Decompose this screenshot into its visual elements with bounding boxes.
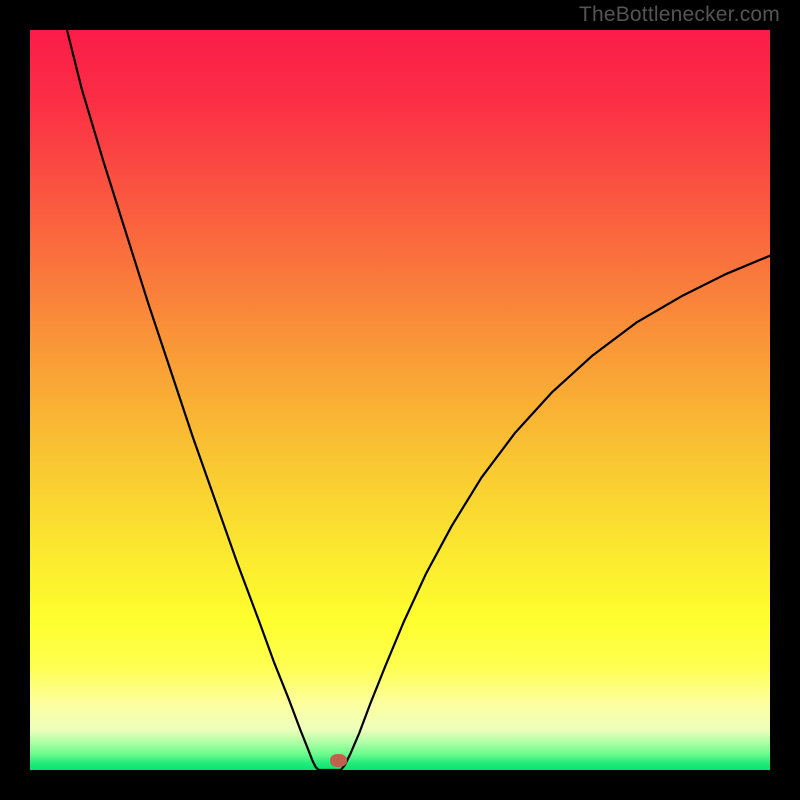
optimum-marker bbox=[330, 754, 347, 767]
watermark-text: TheBottlenecker.com bbox=[579, 3, 780, 27]
plot-area bbox=[30, 30, 770, 770]
bottleneck-curve bbox=[30, 30, 770, 770]
